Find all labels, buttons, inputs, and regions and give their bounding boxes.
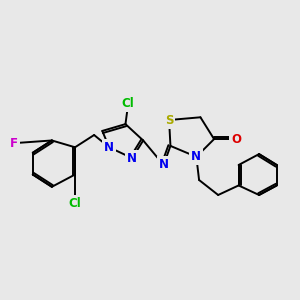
Text: N: N	[159, 158, 169, 172]
Text: F: F	[10, 137, 18, 150]
Text: N: N	[127, 152, 137, 165]
Text: S: S	[165, 113, 173, 127]
Text: N: N	[191, 150, 201, 163]
Text: Cl: Cl	[69, 197, 81, 210]
Text: Cl: Cl	[122, 97, 135, 110]
Text: N: N	[104, 141, 114, 154]
Text: O: O	[231, 133, 241, 146]
